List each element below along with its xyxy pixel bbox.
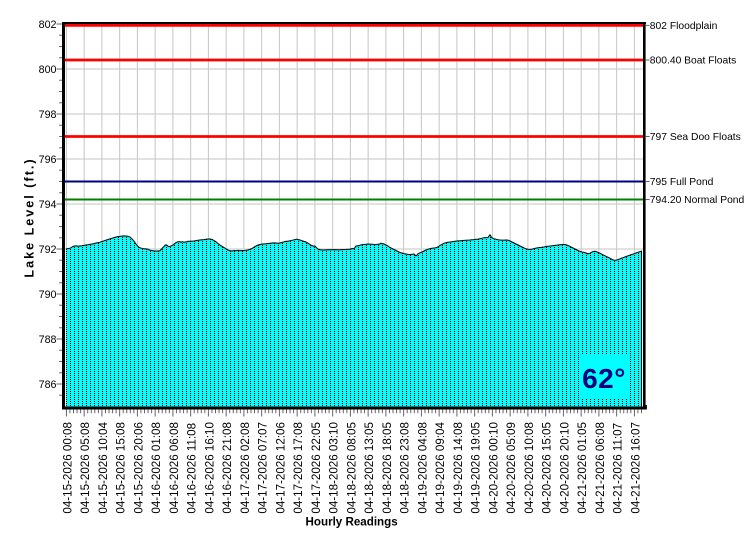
svg-text:04-17-2026 07:07: 04-17-2026 07:07 (257, 422, 270, 514)
svg-text:04-17-2026 17:08: 04-17-2026 17:08 (292, 422, 305, 514)
svg-text:04-15-2026 10:04: 04-15-2026 10:04 (97, 422, 110, 514)
svg-text:04-16-2026 06:08: 04-16-2026 06:08 (168, 422, 181, 514)
svg-text:04-20-2026 00:10: 04-20-2026 00:10 (487, 422, 500, 514)
svg-text:04-18-2026 18:05: 04-18-2026 18:05 (381, 422, 394, 514)
svg-text:04-20-2026 05:09: 04-20-2026 05:09 (505, 422, 518, 514)
svg-text:788: 788 (39, 334, 57, 346)
svg-text:794.20 Normal Pond: 794.20 Normal Pond (650, 195, 745, 206)
svg-text:04-20-2026 15:05: 04-20-2026 15:05 (541, 422, 554, 514)
svg-text:04-18-2026 13:05: 04-18-2026 13:05 (363, 422, 376, 514)
svg-text:04-21-2026 06:08: 04-21-2026 06:08 (594, 422, 607, 514)
svg-text:04-19-2026 14:08: 04-19-2026 14:08 (452, 422, 465, 514)
svg-text:04-15-2026 15:08: 04-15-2026 15:08 (115, 422, 128, 514)
svg-text:795 Full Pond: 795 Full Pond (650, 177, 714, 188)
svg-text:802 Floodplain: 802 Floodplain (650, 21, 718, 32)
svg-text:04-16-2026 21:08: 04-16-2026 21:08 (221, 422, 234, 514)
svg-text:04-21-2026 16:07: 04-21-2026 16:07 (629, 422, 642, 514)
svg-text:04-18-2026 23:08: 04-18-2026 23:08 (399, 422, 412, 514)
svg-text:04-21-2026 01:05: 04-21-2026 01:05 (576, 422, 589, 514)
svg-text:796: 796 (39, 154, 57, 166)
svg-text:04-21-2026 11:07: 04-21-2026 11:07 (612, 423, 625, 514)
svg-text:04-19-2026 04:08: 04-19-2026 04:08 (416, 422, 429, 514)
svg-text:797 Sea Doo Floats: 797 Sea Doo Floats (650, 132, 741, 143)
svg-text:04-20-2026 10:08: 04-20-2026 10:08 (523, 422, 536, 514)
svg-text:790: 790 (39, 289, 57, 301)
svg-text:794: 794 (39, 199, 57, 211)
svg-text:04-19-2026 19:05: 04-19-2026 19:05 (470, 422, 483, 514)
svg-text:62°: 62° (582, 363, 626, 394)
svg-text:Lake Level (ft.): Lake Level (ft.) (22, 157, 36, 277)
svg-text:802: 802 (39, 19, 57, 31)
svg-text:04-17-2026 02:08: 04-17-2026 02:08 (239, 422, 252, 514)
svg-text:800: 800 (39, 64, 57, 76)
svg-text:04-17-2026 22:05: 04-17-2026 22:05 (310, 422, 323, 514)
svg-text:04-16-2026 16:10: 04-16-2026 16:10 (203, 422, 216, 514)
svg-text:04-16-2026 11:08: 04-16-2026 11:08 (186, 423, 199, 514)
svg-text:04-15-2026 05:08: 04-15-2026 05:08 (79, 422, 92, 514)
svg-text:04-19-2026 09:04: 04-19-2026 09:04 (434, 422, 447, 514)
svg-text:04-18-2026 03:10: 04-18-2026 03:10 (328, 422, 341, 514)
svg-text:04-15-2026 00:08: 04-15-2026 00:08 (61, 422, 74, 514)
svg-text:792: 792 (39, 244, 57, 256)
svg-text:04-16-2026 01:08: 04-16-2026 01:08 (150, 422, 163, 514)
svg-text:798: 798 (39, 109, 57, 121)
svg-text:800.40 Boat Floats: 800.40 Boat Floats (650, 56, 736, 67)
svg-text:04-15-2026 20:06: 04-15-2026 20:06 (132, 422, 145, 514)
svg-text:786: 786 (39, 379, 57, 391)
svg-text:04-17-2026 12:06: 04-17-2026 12:06 (274, 422, 287, 514)
svg-text:Hourly Readings: Hourly Readings (306, 515, 398, 528)
svg-text:04-20-2026 20:10: 04-20-2026 20:10 (558, 422, 571, 514)
svg-text:04-18-2026 08:05: 04-18-2026 08:05 (345, 422, 358, 514)
